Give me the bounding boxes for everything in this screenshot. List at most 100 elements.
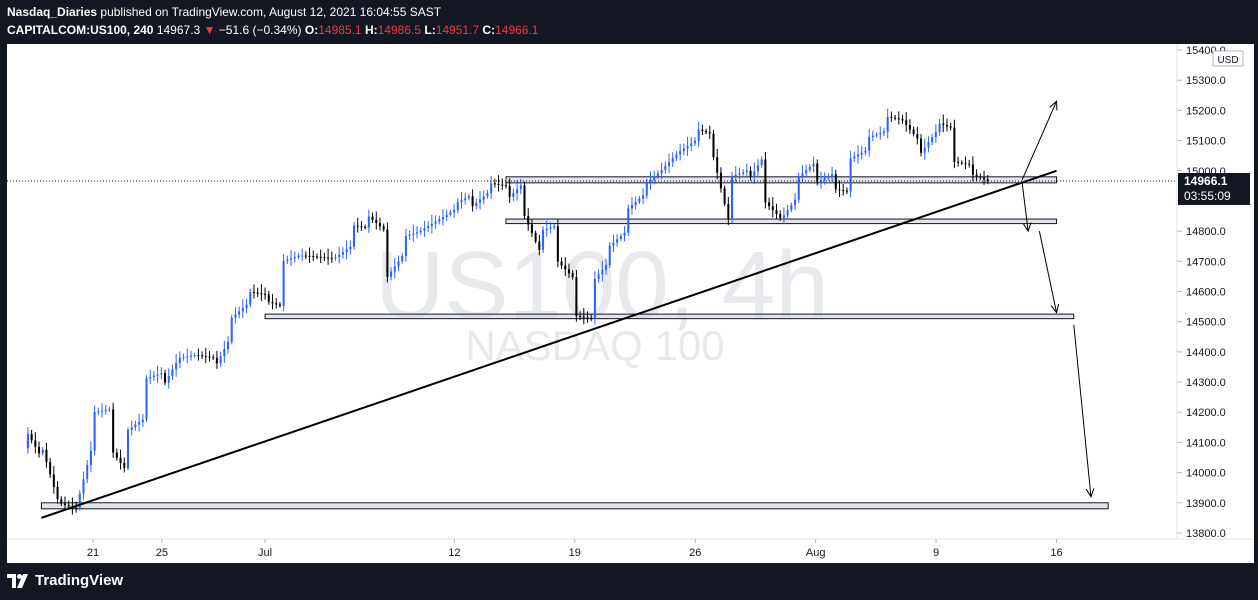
- candle-body: [134, 424, 137, 428]
- candle-body: [942, 123, 945, 125]
- candle-body: [975, 174, 978, 177]
- candle-body: [671, 158, 674, 163]
- candle-body: [382, 226, 385, 230]
- candle-body: [104, 410, 107, 412]
- candle-body: [464, 198, 467, 201]
- candle-body: [390, 271, 393, 277]
- candle-body: [964, 163, 967, 165]
- author-name[interactable]: Nasdaq_Diaries: [7, 5, 98, 19]
- candle-body: [41, 449, 44, 454]
- candle-body: [386, 229, 389, 277]
- price-chart[interactable]: US100, 4h NASDAQ 100 15400.015300.015200…: [7, 44, 1254, 563]
- low-label: L:: [424, 23, 436, 37]
- candle-body: [853, 156, 856, 159]
- x-tick-label: 25: [156, 547, 168, 559]
- candle-body: [838, 189, 841, 191]
- candle-body: [619, 236, 622, 240]
- candle-body: [93, 411, 96, 451]
- candle-body: [653, 176, 656, 180]
- candle-body: [849, 158, 852, 192]
- candle-body: [564, 265, 567, 270]
- candle-body: [486, 193, 489, 197]
- projection-arrow: [1021, 101, 1058, 181]
- projection-arrow: [1038, 231, 1058, 313]
- candle-body: [508, 185, 511, 198]
- candle-body: [275, 303, 278, 305]
- x-tick-label: Aug: [806, 547, 826, 559]
- y-tick-label: 14800.0: [1186, 226, 1226, 238]
- open-value: 14985.1: [318, 23, 362, 37]
- candle-body: [545, 228, 548, 231]
- x-tick-label: 12: [448, 547, 460, 559]
- candle-body: [241, 307, 244, 312]
- candle-body: [949, 126, 952, 128]
- y-tick-label: 14100.0: [1186, 437, 1226, 449]
- candle-body: [230, 317, 233, 342]
- x-tick-label: 21: [87, 547, 99, 559]
- candle-body: [152, 375, 155, 378]
- candle-body: [63, 503, 66, 506]
- last-price: 14967.3: [156, 23, 201, 37]
- tradingview-logo[interactable]: TradingView: [7, 572, 123, 589]
- candle-body: [419, 230, 422, 233]
- candle-body: [238, 311, 241, 315]
- candle-body: [542, 230, 545, 250]
- candle-body: [634, 201, 637, 206]
- candle-body: [582, 316, 585, 318]
- chart-area[interactable]: US100, 4h NASDAQ 100 15400.0 15300.0 15200…: [7, 44, 1254, 563]
- candle-body: [182, 357, 185, 359]
- candle-body: [608, 245, 611, 266]
- candle-body: [553, 226, 556, 228]
- candle-body: [138, 422, 141, 425]
- candle-body: [775, 210, 778, 215]
- candle-body: [701, 129, 704, 132]
- candle-body: [831, 174, 834, 177]
- candle-body: [749, 170, 752, 177]
- candle-body: [731, 175, 734, 220]
- candle-body: [516, 189, 519, 194]
- x-tick-label: Jul: [258, 547, 272, 559]
- candle-body: [171, 369, 174, 377]
- candle-body: [449, 212, 452, 215]
- projection-arrowhead: [1050, 303, 1060, 314]
- candle-body: [808, 166, 811, 171]
- candle-body: [556, 226, 559, 262]
- trendline: [41, 169, 1057, 519]
- y-tick-label: 14600.0: [1186, 287, 1226, 299]
- candle-body: [367, 216, 370, 228]
- y-tick-label: 14300.0: [1186, 377, 1226, 389]
- candle-body: [957, 161, 960, 163]
- candle-body: [901, 118, 904, 121]
- candle-body: [638, 198, 641, 202]
- candle-body: [290, 258, 293, 260]
- candle-body: [401, 256, 404, 262]
- candle-body: [697, 129, 700, 141]
- candle-body: [931, 137, 934, 143]
- candle-body: [423, 228, 426, 231]
- candle-body: [504, 185, 507, 187]
- candle-body: [960, 162, 963, 164]
- candle-body: [26, 433, 29, 449]
- candle-body: [349, 246, 352, 250]
- candle-body: [512, 193, 515, 198]
- candle-body: [164, 373, 167, 383]
- candle-body: [167, 376, 170, 383]
- candle-body: [597, 274, 600, 279]
- open-label: O:: [304, 23, 319, 37]
- candle-body: [530, 224, 533, 233]
- low-value: 14951.7: [435, 23, 480, 37]
- candle-body: [315, 256, 318, 258]
- candle-body: [890, 116, 893, 118]
- candle-body: [734, 174, 737, 176]
- currency-badge[interactable]: USD: [1212, 50, 1244, 67]
- symbol-name[interactable]: CAPITALCOM:US100, 240: [7, 23, 154, 37]
- candle-body: [416, 232, 419, 234]
- candle-body: [327, 257, 330, 259]
- candle-body: [686, 145, 689, 149]
- candle-body: [434, 221, 437, 224]
- candle-body: [612, 242, 615, 246]
- candle-body: [590, 317, 593, 319]
- candle-body: [764, 159, 767, 203]
- candle-body: [375, 219, 378, 224]
- candle-body: [823, 178, 826, 181]
